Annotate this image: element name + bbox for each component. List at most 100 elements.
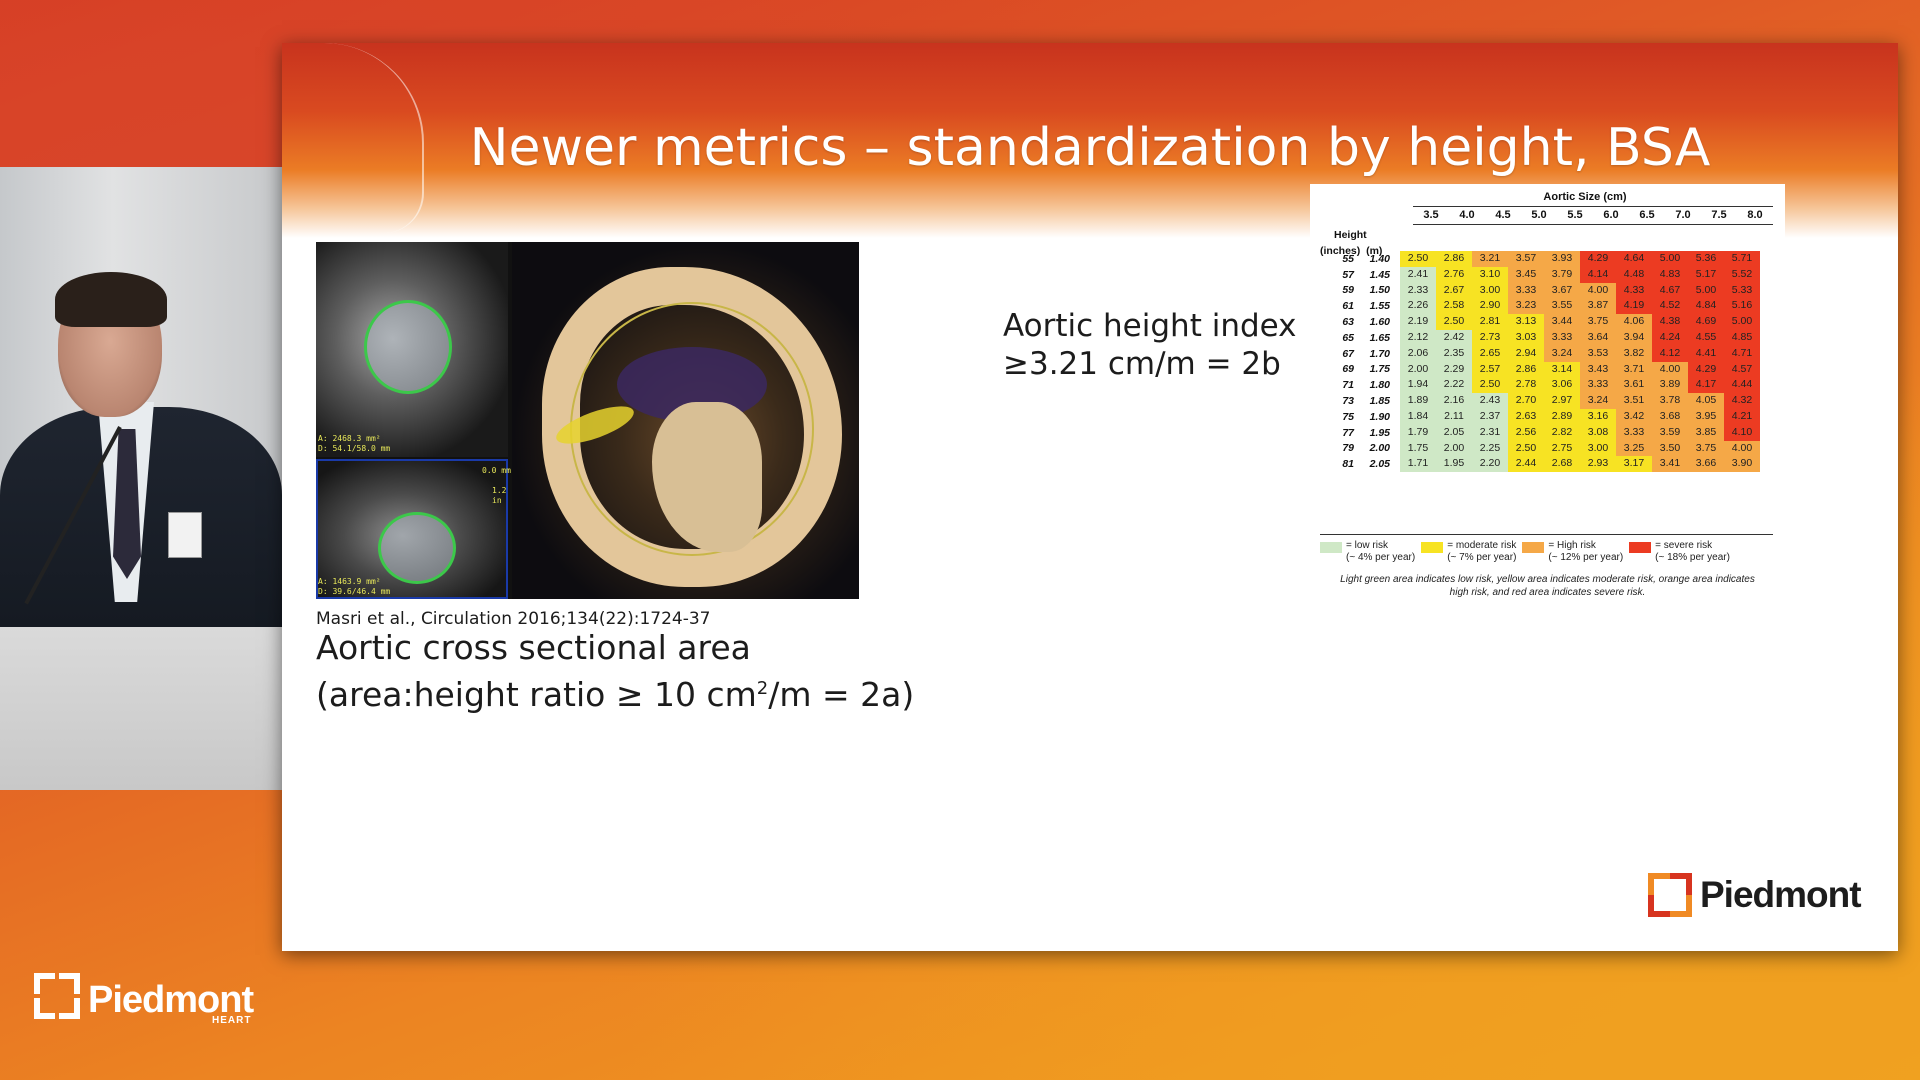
risk-cell: 4.69 <box>1688 314 1724 330</box>
risk-cell: 2.70 <box>1508 393 1544 409</box>
risk-cell: 4.24 <box>1652 330 1688 346</box>
risk-cell: 4.55 <box>1688 330 1724 346</box>
size-header-cell: 8.0 <box>1747 209 1763 221</box>
height-meters-cell: 1.95 <box>1369 426 1390 439</box>
risk-cell: 3.14 <box>1544 361 1580 378</box>
risk-cell: 1.84 <box>1400 409 1436 425</box>
risk-cell: 3.68 <box>1652 409 1688 425</box>
legend-rate: (~ 18% per year) <box>1655 552 1730 563</box>
table-row: 77 1.95 1.79 2.05 2.31 2.56 2.82 3.08 3.33 3.59 3.… <box>1320 424 1760 441</box>
risk-cell: 4.84 <box>1688 298 1724 315</box>
table-row: 63 1.60 2.19 2.50 2.81 3.13 3.44 3.75 4.06 4.38 4.… <box>1320 314 1760 330</box>
legend-rate: (~ 4% per year) <box>1346 552 1416 563</box>
height-inches-cell: 67 <box>1342 347 1354 360</box>
height-meters-cell: 1.50 <box>1369 284 1390 297</box>
piedmont-heart-logo: Piedmont HEART <box>34 973 254 1026</box>
risk-cell: 1.79 <box>1400 424 1436 441</box>
area-line-2-sup: 2 <box>756 678 769 699</box>
risk-cell: 2.26 <box>1400 298 1436 315</box>
risk-cell: 2.50 <box>1508 440 1544 457</box>
risk-cell: 2.20 <box>1472 456 1508 473</box>
legend-rate: (~ 12% per year) <box>1548 552 1624 563</box>
height-inches-cell: 73 <box>1342 395 1354 408</box>
height-inches-cell: 79 <box>1342 442 1354 455</box>
risk-cell: 2.63 <box>1508 409 1544 425</box>
risk-cell: 4.52 <box>1652 298 1688 315</box>
legend-item: = High risk (~ 12% per year) <box>1522 540 1623 564</box>
risk-cell: 2.93 <box>1580 456 1616 473</box>
risk-cell: 3.71 <box>1616 361 1652 378</box>
risk-cell: 2.97 <box>1544 393 1580 409</box>
table-row: 73 1.85 1.89 2.16 2.43 2.70 2.97 3.24 3.51 3.78 4.… <box>1320 393 1760 409</box>
risk-cell: 4.17 <box>1688 377 1724 394</box>
risk-cell: 4.85 <box>1724 330 1760 346</box>
risk-cell: 3.85 <box>1688 424 1724 441</box>
table-row: 75 1.90 1.84 2.11 2.37 2.63 2.89 3.16 3.42 3.68 3.… <box>1320 409 1760 425</box>
size-header-cell: 3.5 <box>1423 209 1439 221</box>
risk-cell: 4.06 <box>1616 314 1652 330</box>
risk-cell: 4.00 <box>1580 282 1616 299</box>
caption-line-1: Light green area indicates low risk, yel… <box>1340 574 1755 585</box>
risk-cell: 2.90 <box>1472 298 1508 315</box>
risk-cell: 2.56 <box>1508 424 1544 441</box>
risk-cell: 3.57 <box>1508 251 1544 267</box>
risk-cell: 3.41 <box>1652 456 1688 473</box>
risk-cell: 3.23 <box>1508 298 1544 315</box>
aortic-size-headers: 3.5 4.0 4.5 5.0 5.5 6.0 6.5 7.0 7.5 8.0 <box>1413 209 1773 221</box>
risk-cell: 4.19 <box>1616 298 1652 315</box>
height-meters-cell: 2.05 <box>1369 458 1390 471</box>
speaker-hair <box>55 272 167 327</box>
risk-cell: 4.38 <box>1652 314 1688 330</box>
risk-cell: 4.83 <box>1652 266 1688 283</box>
ct-measure-bottom: A: 1463.9 mm² D: 39.6/46.4 mm <box>318 577 391 596</box>
risk-cell: 4.10 <box>1724 424 1760 441</box>
risk-cell: 3.03 <box>1508 330 1544 346</box>
risk-cell: 3.89 <box>1652 377 1688 394</box>
risk-cell: 4.48 <box>1616 266 1652 283</box>
legend-item: = low risk (~ 4% per year) <box>1320 540 1415 564</box>
aorta-cross-section-bottom <box>378 512 456 584</box>
risk-cell: 3.95 <box>1688 409 1724 425</box>
ahi-line-2: ≥3.21 cm/m = 2b <box>1003 346 1281 382</box>
podium <box>0 607 282 790</box>
risk-cell: 3.25 <box>1616 440 1652 457</box>
risk-cell: 2.00 <box>1436 440 1472 457</box>
height-meters-cell: 1.55 <box>1369 300 1390 313</box>
table-row: 79 2.00 1.75 2.00 2.25 2.50 2.75 3.00 3.25 3.50 3.… <box>1320 440 1760 457</box>
height-meters-cell: 1.80 <box>1369 379 1390 392</box>
table-row: 71 1.80 1.94 2.22 2.50 2.78 3.06 3.33 3.61 3.89 4.… <box>1320 377 1760 394</box>
presenter-video <box>0 167 282 790</box>
ct-scale-unit: 1.2 in <box>492 486 507 505</box>
legend-swatch <box>1522 542 1545 553</box>
area-line-2-post: /m = 2a) <box>768 675 915 714</box>
risk-cell: 2.65 <box>1472 345 1508 362</box>
risk-cell: 3.45 <box>1508 266 1544 283</box>
risk-cell: 2.19 <box>1400 314 1436 330</box>
height-inches-cell: 77 <box>1342 426 1354 439</box>
risk-cell: 3.78 <box>1652 393 1688 409</box>
risk-table-caption: Light green area indicates low risk, yel… <box>1310 573 1785 599</box>
risk-cell: 1.94 <box>1400 377 1436 394</box>
risk-cell: 2.42 <box>1436 330 1472 346</box>
risk-cell: 5.71 <box>1724 251 1760 267</box>
risk-cell: 2.22 <box>1436 377 1472 394</box>
risk-cell: 3.00 <box>1472 282 1508 299</box>
piedmont-heart-logo-text: Piedmont <box>88 979 254 1021</box>
risk-cell: 3.93 <box>1544 251 1580 267</box>
risk-cell: 2.50 <box>1436 314 1472 330</box>
height-inches-cell: 55 <box>1342 252 1354 265</box>
ct-scan-image: A: 2468.3 mm² D: 54.1/58.0 mm 0.0 mm 1.2… <box>316 242 859 599</box>
risk-cell: 5.33 <box>1724 282 1760 299</box>
risk-cell: 2.05 <box>1436 424 1472 441</box>
risk-cell: 4.71 <box>1724 345 1760 362</box>
size-header-cell: 5.5 <box>1567 209 1583 221</box>
risk-cell: 2.67 <box>1436 282 1472 299</box>
risk-cell: 4.64 <box>1616 251 1652 267</box>
height-meters-cell: 1.90 <box>1369 410 1390 423</box>
risk-cell: 2.68 <box>1544 456 1580 473</box>
risk-cell: 3.67 <box>1544 282 1580 299</box>
risk-cell: 3.43 <box>1580 361 1616 378</box>
piedmont-logo-mark <box>1648 873 1692 917</box>
ct-scale-label: 0.0 mm <box>482 466 511 475</box>
table-row: 59 1.50 2.33 2.67 3.00 3.33 3.67 4.00 4.33 4.67 5.… <box>1320 282 1760 299</box>
